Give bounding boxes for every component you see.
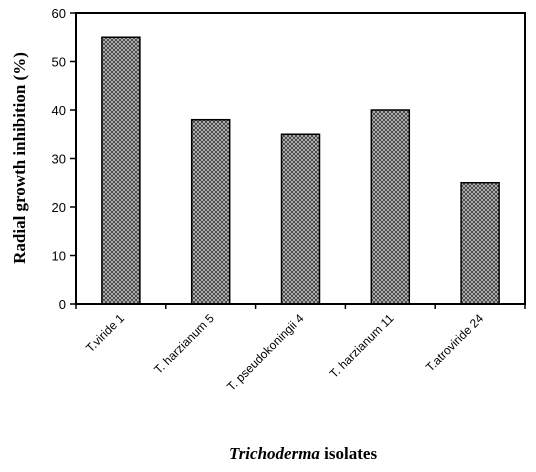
x-axis-title: Trichoderma isolates <box>229 444 378 463</box>
bar-3 <box>370 109 411 305</box>
y-tick-label-5: 50 <box>52 55 66 70</box>
bar-1 <box>190 118 231 305</box>
y-tick-label-2: 20 <box>52 200 66 215</box>
x-tick-label-3: T. harzianum 11 <box>327 311 397 381</box>
x-tick-label-1: T. harzianum 5 <box>151 311 217 377</box>
y-tick-label-1: 10 <box>52 249 66 264</box>
y-tick-label-4: 40 <box>52 103 66 118</box>
y-tick-label-0: 0 <box>59 297 66 312</box>
x-axis-title-rest: isolates <box>320 444 378 463</box>
y-axis-title: Radial growth inhibition (%) <box>10 52 29 264</box>
x-axis-title-italic: Trichoderma <box>229 444 320 463</box>
y-tick-label-6: 60 <box>52 6 66 21</box>
bar-4 <box>460 182 500 305</box>
axes-layer <box>70 12 526 309</box>
x-tick-label-4: T.atroviride 24 <box>423 311 486 374</box>
x-tick-label-2: T. pseudokoningii 4 <box>224 311 307 394</box>
bars-layer <box>101 36 500 305</box>
y-tick-label-3: 30 <box>52 152 66 167</box>
x-tick-label-0: T.viride 1 <box>83 311 127 355</box>
bar-0 <box>101 36 141 305</box>
bar-2 <box>280 133 321 305</box>
